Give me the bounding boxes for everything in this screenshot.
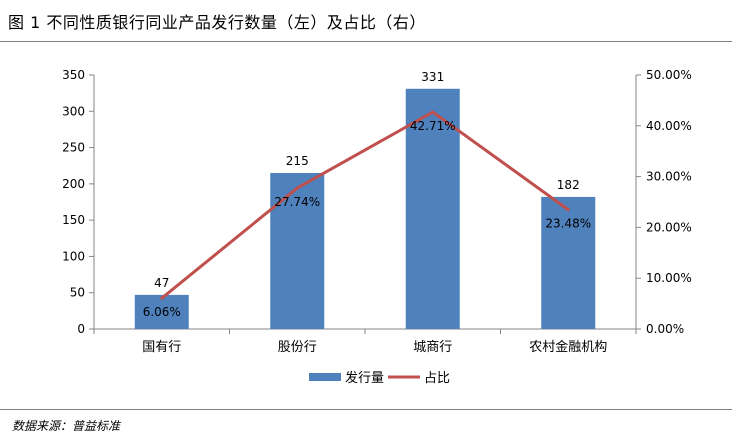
- left-y-tick-label: 200: [62, 177, 85, 191]
- bottom-divider: [0, 409, 732, 410]
- bar-value-label: 182: [557, 178, 580, 192]
- left-y-tick-label: 300: [62, 104, 85, 118]
- left-y-tick-label: 350: [62, 68, 85, 82]
- right-y-tick-label: 10.00%: [646, 271, 692, 285]
- line-point: [431, 110, 435, 114]
- x-tick-label: 城商行: [413, 340, 452, 355]
- right-y-tick-label: 40.00%: [646, 119, 692, 133]
- line-value-label: 27.74%: [274, 195, 320, 209]
- bar-value-label: 215: [286, 154, 309, 168]
- left-y-tick-label: 250: [62, 141, 85, 155]
- right-y-tick-label: 50.00%: [646, 68, 692, 82]
- right-y-tick-label: 30.00%: [646, 170, 692, 184]
- x-tick-label: 农村金融机构: [529, 339, 607, 355]
- line-point: [160, 296, 164, 300]
- chart-legend: 发行量 占比: [309, 370, 450, 386]
- bar: [134, 294, 189, 329]
- bar-series: [134, 88, 596, 329]
- bar: [541, 196, 596, 329]
- bar: [270, 172, 325, 329]
- left-y-tick-label: 0: [77, 322, 85, 336]
- line-value-label: 23.48%: [545, 217, 591, 231]
- left-y-tick-label: 100: [62, 249, 85, 263]
- line-value-label: 42.71%: [410, 119, 456, 133]
- line-point: [295, 186, 299, 190]
- right-y-tick-label: 20.00%: [646, 220, 692, 234]
- x-tick-label: 国有行: [142, 340, 181, 355]
- line-series: [160, 110, 570, 300]
- legend-line-label: 占比: [424, 371, 450, 386]
- left-y-tick-label: 50: [70, 286, 85, 300]
- x-tick-label: 股份行: [278, 340, 317, 355]
- left-y-tick-label: 150: [62, 213, 85, 227]
- bar: [405, 88, 460, 329]
- bar-value-label: 47: [154, 276, 169, 290]
- chart-axes: 0 50 100 150 200 250 300 350 0.00% 10.00% 20.00% 30…: [62, 68, 692, 355]
- line-value-label: 6.06%: [143, 305, 181, 319]
- legend-bar-label: 发行量: [345, 370, 384, 386]
- right-y-tick-label: 0.00%: [646, 322, 684, 336]
- data-labels: 47 215 331 182 6.06% 27.74% 42.71% 23.48%: [143, 70, 591, 319]
- data-source-note: 数据来源：普益标准: [12, 419, 121, 433]
- figure-title: 图 1 不同性质银行同业产品发行数量（左）及占比（右）: [8, 13, 426, 32]
- top-divider: [0, 41, 732, 42]
- line-point: [566, 208, 570, 212]
- bar-value-label: 331: [421, 70, 444, 84]
- percentage-line: [160, 110, 570, 300]
- legend-bar-swatch: [309, 373, 341, 381]
